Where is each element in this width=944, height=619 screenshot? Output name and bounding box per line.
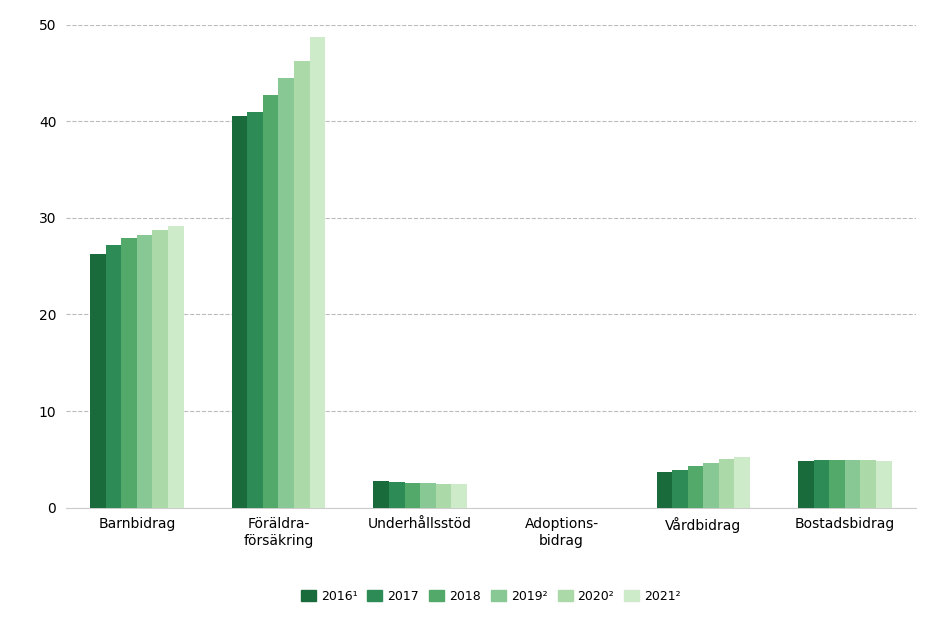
Bar — [137, 235, 152, 508]
Bar — [703, 463, 718, 508]
Bar — [687, 466, 703, 508]
Bar — [798, 461, 814, 508]
Bar — [404, 483, 420, 508]
Bar — [91, 254, 106, 508]
Bar — [262, 95, 278, 508]
Bar — [435, 485, 451, 508]
Bar — [106, 245, 121, 508]
Bar — [672, 470, 687, 508]
Bar — [231, 116, 247, 508]
Bar — [420, 483, 435, 508]
Bar — [656, 472, 672, 508]
Bar — [876, 461, 891, 508]
Bar — [451, 485, 466, 508]
Bar — [310, 37, 325, 508]
Bar — [734, 457, 750, 508]
Bar — [121, 238, 137, 508]
Bar — [389, 482, 404, 508]
Bar — [168, 225, 183, 508]
Bar — [247, 111, 262, 508]
Bar — [860, 461, 876, 508]
Legend: 2016¹, 2017, 2018, 2019², 2020², 2021²: 2016¹, 2017, 2018, 2019², 2020², 2021² — [295, 584, 686, 608]
Bar — [814, 461, 829, 508]
Bar — [718, 459, 734, 508]
Bar — [278, 78, 294, 508]
Bar — [295, 61, 310, 508]
Bar — [152, 230, 168, 508]
Bar — [845, 461, 860, 508]
Bar — [829, 461, 845, 508]
Bar — [373, 480, 389, 508]
